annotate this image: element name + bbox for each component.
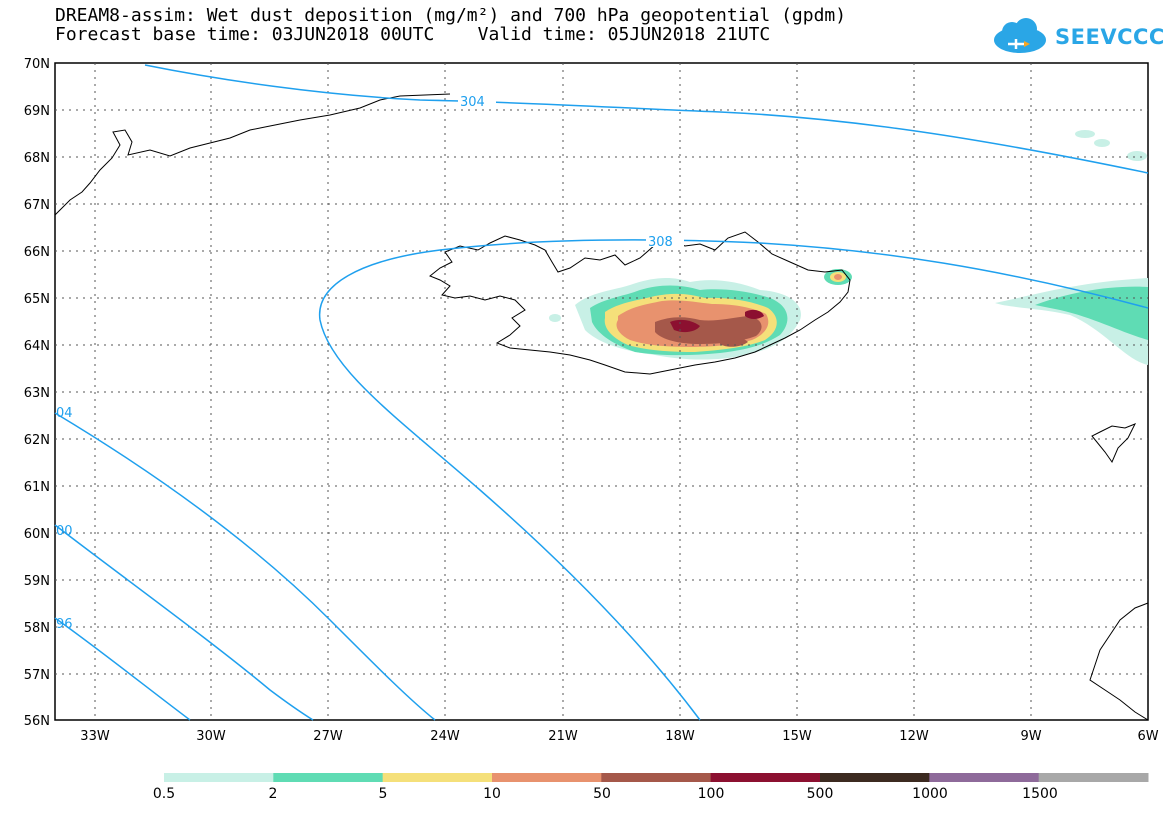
svg-text:15W: 15W — [782, 729, 812, 744]
legend-label: 10 — [483, 786, 501, 802]
svg-text:64N: 64N — [24, 339, 50, 354]
contour-label-04: 04 — [56, 406, 73, 421]
legend-label: 1500 — [1022, 786, 1058, 802]
svg-text:61N: 61N — [24, 480, 50, 495]
geopotential-contours — [54, 64, 1149, 721]
contour-label-96: 96 — [56, 617, 73, 632]
legend-swatch — [164, 773, 274, 782]
svg-text:6W: 6W — [1137, 729, 1158, 744]
longitude-labels: 33W 30W 27W 24W 21W 18W 15W 12W 9W 6W — [80, 729, 1158, 744]
legend-swatch — [382, 773, 493, 782]
svg-text:57N: 57N — [24, 668, 50, 683]
svg-text:30W: 30W — [196, 729, 226, 744]
svg-text:70N: 70N — [24, 57, 50, 72]
svg-text:21W: 21W — [548, 729, 578, 744]
faroe-coast — [1091, 423, 1137, 464]
svg-text:18W: 18W — [665, 729, 695, 744]
svg-text:60N: 60N — [24, 527, 50, 542]
scotland-coast — [1089, 602, 1149, 721]
svg-text:12W: 12W — [899, 729, 929, 744]
logo-text: SEEVCCC — [1055, 25, 1165, 49]
dust-deposition-field — [549, 130, 1148, 365]
contour-308 — [318, 239, 1149, 721]
svg-text:27W: 27W — [313, 729, 343, 744]
legend-label: 100 — [697, 786, 725, 802]
contour-300 — [54, 524, 314, 721]
latitude-labels: 70N 69N 68N 67N 66N 65N 64N 63N 62N 61N … — [24, 57, 50, 729]
legend-swatch — [1038, 773, 1149, 782]
map-subtitle: Forecast base time: 03JUN2018 00UTC Vali… — [55, 24, 771, 45]
graticule — [55, 63, 1148, 720]
contour-label-304: 304 — [460, 95, 485, 110]
legend-label: 2 — [268, 786, 278, 802]
svg-text:56N: 56N — [24, 714, 50, 729]
cloud-icon — [994, 18, 1046, 53]
legend-swatch — [601, 773, 712, 782]
svg-text:63N: 63N — [24, 386, 50, 401]
legend-swatch — [820, 773, 930, 782]
svg-text:66N: 66N — [24, 245, 50, 260]
legend-swatch — [273, 773, 384, 782]
legend-label: 50 — [593, 786, 611, 802]
iceland-coast — [429, 231, 851, 375]
svg-text:59N: 59N — [24, 574, 50, 589]
contour-labels: 304 308 04 00 96 — [56, 93, 684, 632]
contour-label-00: 00 — [56, 524, 73, 539]
seevccc-logo — [994, 18, 1046, 53]
svg-text:69N: 69N — [24, 104, 50, 119]
legend-colorbar — [164, 773, 1149, 782]
svg-text:33W: 33W — [80, 729, 110, 744]
contour-304-north — [144, 64, 1149, 174]
svg-text:58N: 58N — [24, 621, 50, 636]
svg-text:62N: 62N — [24, 433, 50, 448]
map-title: DREAM8-assim: Wet dust deposition (mg/m²… — [55, 5, 847, 26]
coastlines — [54, 93, 1149, 721]
legend-label: 0.5 — [152, 786, 176, 802]
svg-text:24W: 24W — [430, 729, 460, 744]
legend-label: 500 — [806, 786, 834, 802]
greenland-coast — [54, 93, 451, 216]
contour-label-308: 308 — [648, 235, 673, 250]
contour-304-south — [54, 412, 436, 721]
contour-296 — [54, 617, 191, 721]
svg-text:65N: 65N — [24, 292, 50, 307]
legend-label: 5 — [378, 786, 388, 802]
legend-swatch — [710, 773, 821, 782]
svg-text:67N: 67N — [24, 198, 50, 213]
map-canvas: 304 308 04 00 96 70N 69N 68N 67N 66N 65N… — [24, 57, 1159, 744]
legend-swatch — [492, 773, 602, 782]
svg-text:9W: 9W — [1020, 729, 1041, 744]
legend-swatch — [929, 773, 1040, 782]
legend-label: 1000 — [912, 786, 948, 802]
svg-text:68N: 68N — [24, 151, 50, 166]
